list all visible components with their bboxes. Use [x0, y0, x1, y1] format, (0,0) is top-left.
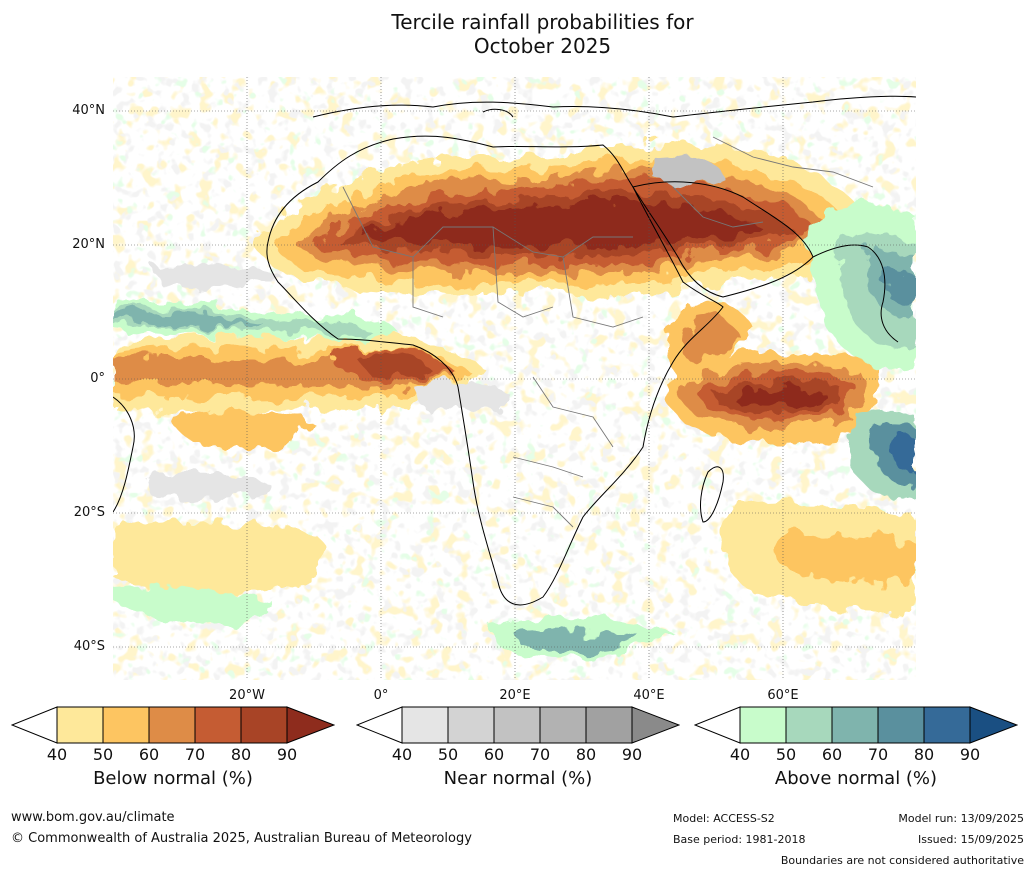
- colorbar-segment: [923, 706, 971, 744]
- colorbar-segment: [102, 706, 150, 744]
- colorbar-graphic: [10, 706, 336, 744]
- lat-label-40s: 40°S: [73, 639, 105, 654]
- colorbar-tick-label: 60: [138, 745, 160, 764]
- colorbar-title: Near normal (%): [443, 768, 593, 789]
- colorbar-arrow-low: [10, 706, 58, 744]
- lon-label-60e: 60°E: [767, 688, 799, 703]
- map-svg: [113, 77, 916, 680]
- chart-title: Tercile rainfall probabilities for Octob…: [0, 10, 1035, 58]
- colorbar-segment: [785, 706, 833, 744]
- model-run-date: Model run: 13/09/2025: [898, 812, 1024, 825]
- colorbar-segment: [401, 706, 449, 744]
- colorbar-tick-label: 80: [575, 745, 597, 764]
- colorbar-graphic: [355, 706, 681, 744]
- colorbar-tick-label: 70: [184, 745, 206, 764]
- colorbar-tick-label: 50: [92, 745, 114, 764]
- colorbar-arrow-low: [693, 706, 741, 744]
- colorbar-tick-label: 70: [867, 745, 889, 764]
- colorbar-tick-label: 90: [959, 745, 981, 764]
- colorbar-segment: [493, 706, 541, 744]
- colorbar-tick-label: 80: [230, 745, 252, 764]
- lon-label-20e: 20°E: [499, 688, 531, 703]
- colorbar-segment: [585, 706, 633, 744]
- colorbar-tick-label: 40: [729, 745, 751, 764]
- probability-fields: [113, 142, 916, 659]
- colorbar-tick-label: 60: [483, 745, 505, 764]
- colorbar-arrow-low: [355, 706, 403, 744]
- colorbar-segment: [56, 706, 104, 744]
- colorbar-segment: [539, 706, 587, 744]
- model-name: Model: ACCESS-S2: [673, 812, 775, 825]
- colorbar-segment: [148, 706, 196, 744]
- colorbar-tick-label: 80: [913, 745, 935, 764]
- lat-label-20n: 20°N: [72, 237, 105, 252]
- lat-label-20s: 20°S: [73, 505, 105, 520]
- colorbar-segment: [877, 706, 925, 744]
- colorbar-tick-label: 40: [391, 745, 413, 764]
- boundaries-disclaimer: Boundaries are not considered authoritat…: [780, 854, 1024, 867]
- colorbar-title: Above normal (%): [774, 768, 938, 789]
- colorbar-1: 40 50 60 70 80 90 Below normal (%): [10, 706, 336, 789]
- website-link[interactable]: www.bom.gov.au/climate: [11, 810, 175, 825]
- colorbar-title: Below normal (%): [93, 768, 253, 789]
- colorbar-tick-label: 90: [276, 745, 298, 764]
- colorbar-arrow-high: [631, 706, 681, 744]
- lon-label-20w: 20°W: [229, 688, 265, 703]
- colorbar-3: 40 50 60 70 80 90 Above normal (%): [693, 706, 1019, 789]
- colorbar-tick-label: 40: [46, 745, 68, 764]
- issued-date: Issued: 15/09/2025: [917, 833, 1024, 846]
- colorbar-2: 40 50 60 70 80 90 Near normal (%): [355, 706, 681, 789]
- title-line-2: October 2025: [473, 34, 612, 58]
- colorbar-tick-label: 50: [775, 745, 797, 764]
- colorbar-segment: [831, 706, 879, 744]
- colorbar-segment: [240, 706, 288, 744]
- lon-label-40e: 40°E: [633, 688, 665, 703]
- coastlines: [113, 95, 916, 606]
- copyright-text: © Commonwealth of Australia 2025, Austra…: [11, 831, 472, 846]
- colorbar-tick-label: 50: [437, 745, 459, 764]
- graticule: [113, 77, 916, 680]
- colorbar-segment: [194, 706, 242, 744]
- title-line-1: Tercile rainfall probabilities for: [391, 10, 694, 34]
- forecast-map: [113, 77, 916, 680]
- country-boundaries: [342, 136, 874, 528]
- colorbar-segment: [739, 706, 787, 744]
- lon-label-0: 0°: [373, 688, 389, 703]
- lat-label-40n: 40°N: [72, 103, 105, 118]
- base-period: Base period: 1981-2018: [673, 833, 806, 846]
- colorbar-tick-label: 60: [821, 745, 843, 764]
- colorbar-tick-label: 70: [529, 745, 551, 764]
- colorbar-arrow-high: [286, 706, 336, 744]
- colorbar-graphic: [693, 706, 1019, 744]
- colorbar-tick-label: 90: [621, 745, 643, 764]
- colorbar-segment: [447, 706, 495, 744]
- lat-label-0: 0°: [90, 371, 105, 386]
- colorbar-arrow-high: [969, 706, 1019, 744]
